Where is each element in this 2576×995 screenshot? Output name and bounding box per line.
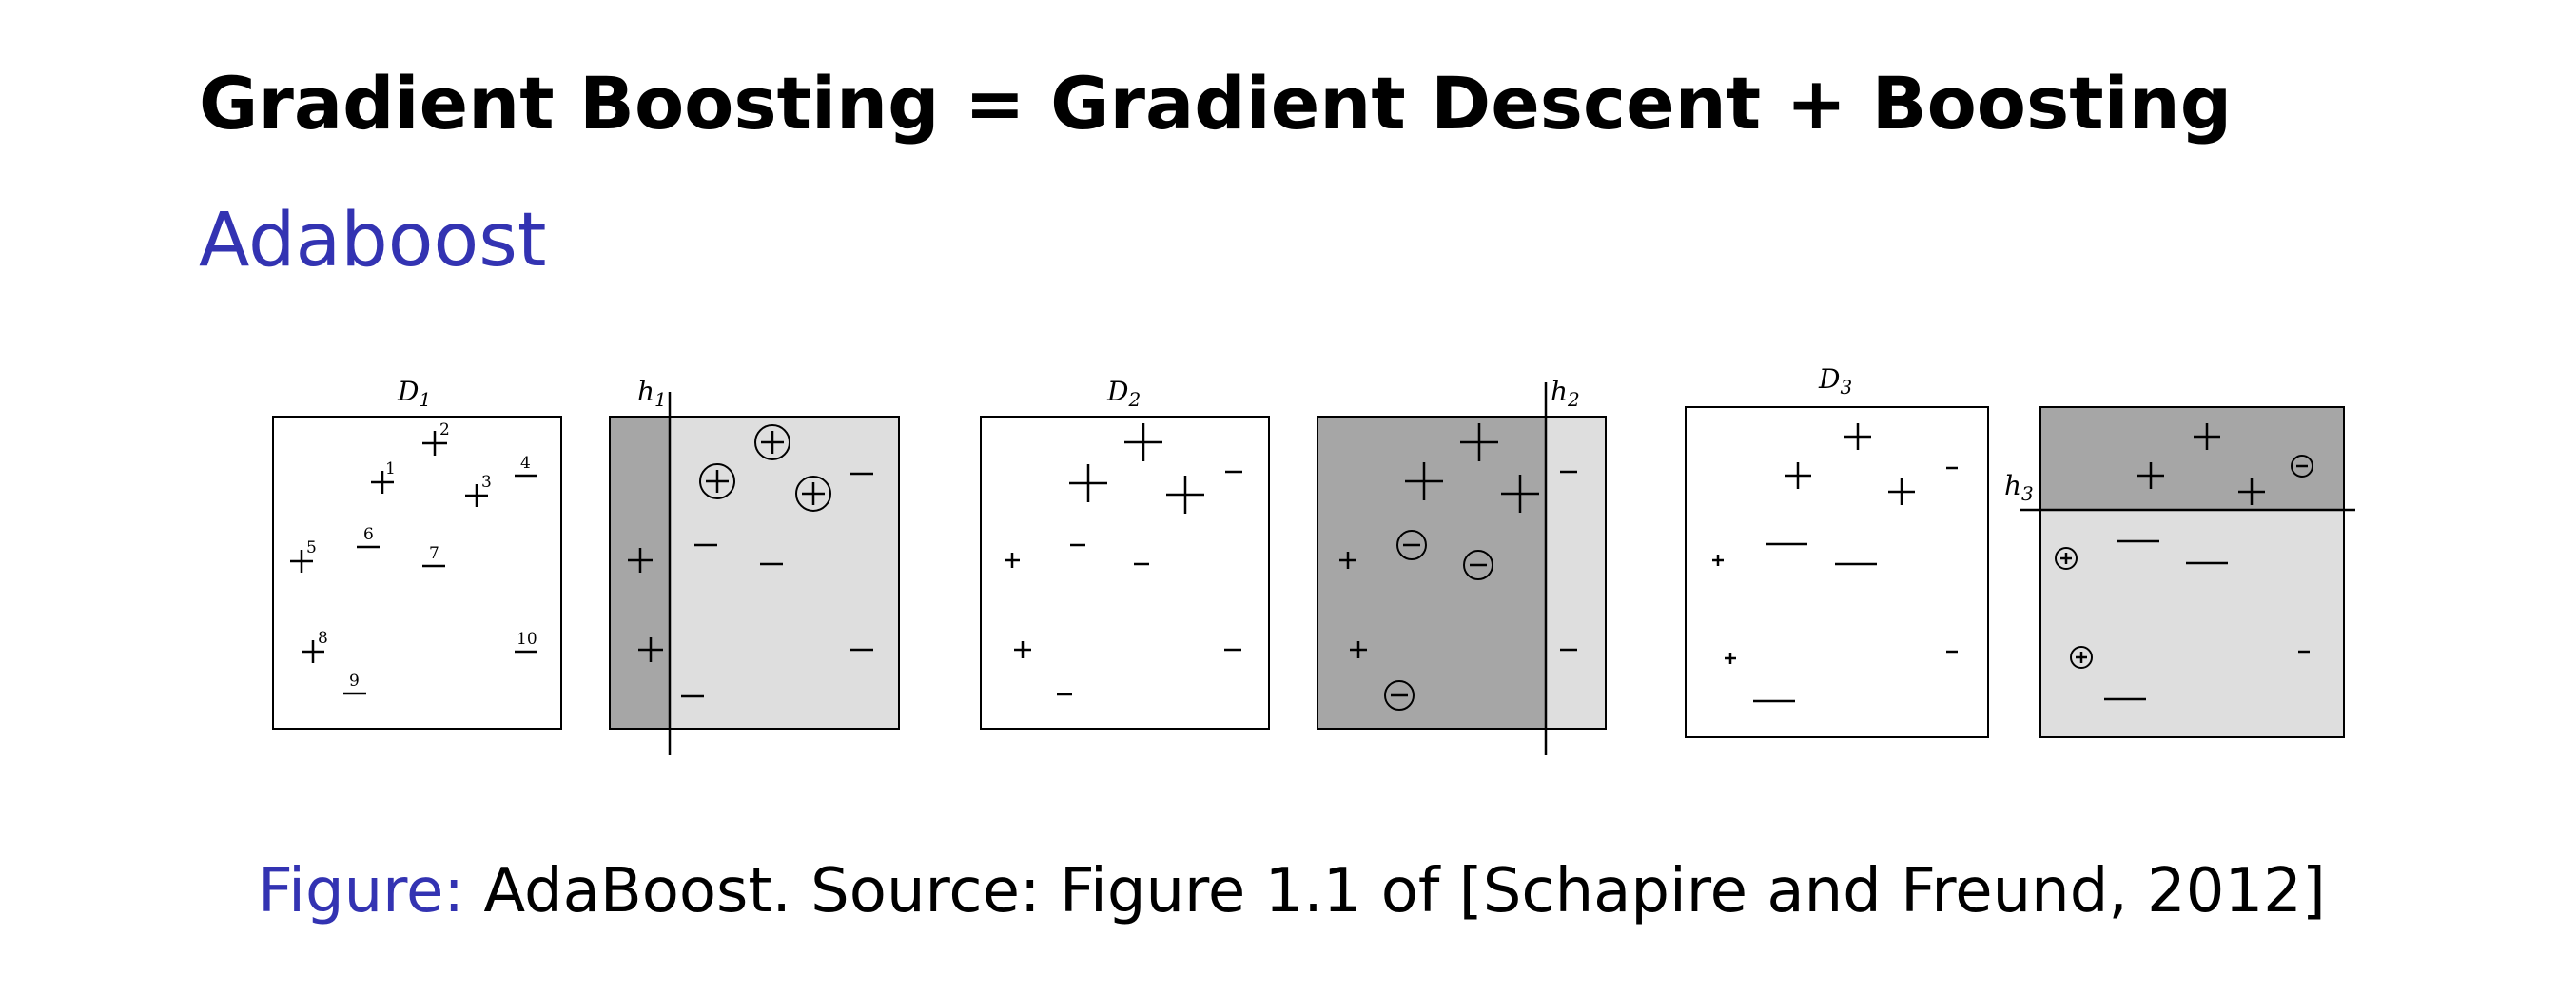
- plus: [1888, 478, 1915, 505]
- panel-d2-label: D2: [1106, 376, 1141, 411]
- h2-positive-region: [1317, 417, 1546, 729]
- misclassified-circle: [1463, 550, 1493, 580]
- plus: [1712, 555, 1724, 566]
- plus: [1339, 552, 1356, 569]
- plus: [2194, 423, 2220, 450]
- panel-h2: h2: [1317, 376, 1607, 755]
- plus: [1501, 475, 1539, 513]
- h3-positive-region: [2040, 407, 2344, 510]
- plus: [1014, 641, 1031, 658]
- plus: [638, 637, 663, 662]
- panel-h1-label: h1: [637, 376, 667, 411]
- point-number: 9: [349, 672, 360, 691]
- point-number: 1: [385, 459, 396, 478]
- misclassified-circle: [1384, 680, 1415, 711]
- misclassified-circle: [1396, 530, 1427, 560]
- point-5-plus: [290, 550, 313, 573]
- panel-d1: D1 1 2 3 4 5: [272, 376, 562, 730]
- misclassified-circle: [699, 463, 735, 499]
- panel-d3-label: D3: [1818, 363, 1852, 399]
- caption-label: Figure:: [258, 856, 464, 927]
- plus: [1405, 462, 1443, 500]
- panel-h2-label: h2: [1551, 376, 1580, 411]
- plus: [1460, 423, 1498, 461]
- point-number: 3: [481, 473, 492, 492]
- panel-d2: D2: [980, 376, 1270, 730]
- slide-title: Gradient Boosting = Gradient Descent + B…: [199, 61, 2233, 146]
- figure-caption: Figure: AdaBoost. Source: Figure 1.1 of …: [258, 856, 2326, 927]
- plus: [706, 470, 729, 493]
- point-8-plus: [302, 640, 324, 663]
- h2-negative-region: [1546, 417, 1606, 729]
- plus: [1785, 462, 1811, 489]
- point-number: 5: [306, 538, 317, 557]
- point-number: 7: [429, 544, 439, 563]
- panel-h3: h3: [2004, 406, 2355, 738]
- plus: [2238, 478, 2265, 505]
- caption-text: AdaBoost. Source: Figure 1.1 of [Schapir…: [463, 856, 2326, 927]
- point-number: 4: [520, 454, 531, 473]
- plus: [1124, 423, 1162, 461]
- point-number: 8: [318, 629, 328, 648]
- plus: [2137, 462, 2164, 489]
- point-3-plus: [465, 484, 488, 507]
- plus: [802, 482, 825, 505]
- point-number: 6: [363, 525, 374, 544]
- panel-d3: D3: [1685, 363, 1989, 738]
- point-number: 2: [439, 420, 450, 439]
- misclassified-circle: [2055, 547, 2078, 570]
- plus: [1725, 653, 1736, 664]
- panel-h1: h1: [609, 376, 900, 755]
- section-title: Adaboost: [199, 198, 547, 283]
- plus: [1844, 423, 1871, 450]
- plus: [628, 548, 653, 573]
- h1-negative-region: [670, 417, 899, 729]
- plus: [2060, 553, 2072, 564]
- plus: [1069, 464, 1107, 502]
- point-1-plus: [371, 471, 394, 494]
- plus: [1350, 641, 1367, 658]
- panel-d1-label: D1: [397, 376, 431, 411]
- point-2-plus: [422, 431, 447, 456]
- misclassified-circle: [2291, 455, 2313, 478]
- h3-negative-region: [2040, 510, 2344, 737]
- point-number: 10: [517, 630, 537, 649]
- plus: [761, 431, 784, 454]
- misclassified-circle: [754, 424, 790, 460]
- misclassified-circle: [2070, 646, 2093, 669]
- plus: [1005, 553, 1020, 568]
- plus: [2076, 652, 2087, 663]
- panel-h3-label: h3: [2004, 470, 2034, 505]
- misclassified-circle: [795, 476, 831, 512]
- plus: [1166, 476, 1204, 514]
